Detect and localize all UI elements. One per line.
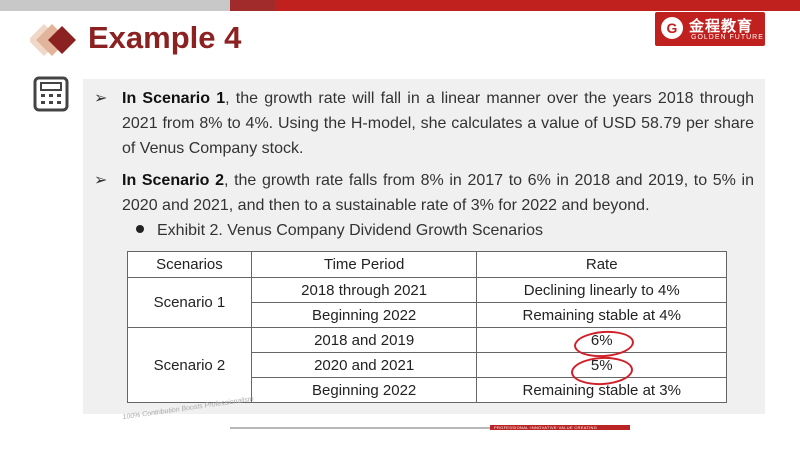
bullet-scenario-1: ➢ In Scenario 1, the growth rate will fa…: [94, 86, 754, 161]
rate-cell: 5%: [476, 352, 727, 378]
period-cell: 2018 through 2021: [250, 277, 478, 303]
rate-cell: 6%: [476, 327, 727, 353]
rate-cell: Remaining stable at 3%: [476, 377, 727, 403]
rate-cell: Remaining stable at 4%: [476, 302, 727, 328]
table-row: 2020 and 2021 5%: [128, 352, 727, 378]
title-diamond-icon: [30, 24, 76, 56]
logo-emblem: G: [661, 17, 683, 39]
table-row: Scenario 1 2018 through 2021 Declining l…: [127, 277, 727, 328]
calculator-icon: [33, 76, 69, 112]
footer-line: [230, 427, 530, 429]
period-cell: 2020 and 2021: [250, 352, 478, 378]
scenario-2-label: In Scenario 2: [122, 172, 224, 189]
exhibit-title: Exhibit 2. Venus Company Dividend Growth…: [157, 222, 543, 239]
scenario-1-text: , the growth rate will fall in a linear …: [122, 90, 754, 157]
logo-brand: 金程教育: [689, 17, 754, 35]
top-accent-bar: [0, 0, 800, 11]
period-cell: Beginning 2022: [250, 302, 478, 328]
round-bullet-icon: [136, 224, 144, 233]
scenario-1-cell: Scenario 1: [127, 277, 252, 328]
table-row: Beginning 2022 Remaining stable at 3%: [128, 377, 727, 403]
dividend-growth-table: Scenarios Time Period Rate Scenario 1 20…: [127, 251, 727, 403]
table-row: Scenario 2 2018 and 2019 6%: [127, 327, 727, 403]
table-header-row: Scenarios Time Period Rate: [127, 251, 727, 278]
header-rate: Rate: [476, 251, 727, 278]
golden-future-logo: G 金程教育 GOLDEN FUTURE: [655, 12, 765, 46]
scenario-1-label: In Scenario 1: [122, 90, 226, 107]
arrow-bullet-icon: ➢: [94, 90, 108, 107]
arrow-bullet-icon: ➢: [94, 172, 108, 189]
bullet-scenario-2: ➢ In Scenario 2, the growth rate falls f…: [94, 168, 754, 218]
header-scenarios: Scenarios: [127, 251, 252, 278]
table-row: Beginning 2022 Remaining stable at 4%: [128, 302, 727, 328]
period-cell: Beginning 2022: [250, 377, 478, 403]
header-time-period: Time Period: [250, 251, 478, 278]
footer-tagline: PROFESSIONAL·INNOVATIVE·VALUE CREATING: [494, 425, 598, 430]
footer-red-bar: [490, 425, 630, 430]
rate-cell: Declining linearly to 4%: [476, 277, 727, 303]
logo-subtitle: GOLDEN FUTURE: [691, 34, 764, 41]
exhibit-caption: Exhibit 2. Venus Company Dividend Growth…: [136, 222, 543, 240]
scenario-2-cell: Scenario 2: [127, 327, 252, 403]
scenario-2-text: , the growth rate falls from 8% in 2017 …: [122, 172, 755, 214]
period-cell: 2018 and 2019: [250, 327, 478, 353]
page-title: Example 4: [88, 20, 242, 55]
